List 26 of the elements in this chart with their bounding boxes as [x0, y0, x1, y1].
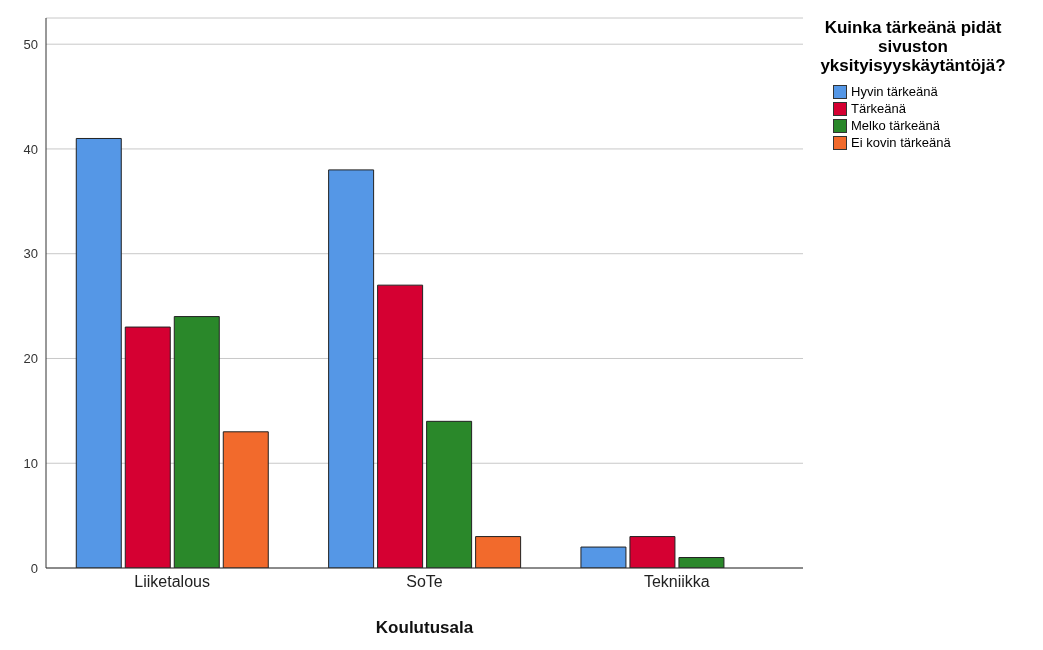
y-tick-label: 30 [23, 246, 38, 262]
y-tick-label: 40 [23, 141, 38, 157]
bar [124, 326, 171, 568]
bar [678, 557, 725, 568]
x-tick-label: Tekniikka [643, 573, 710, 591]
legend-title: Kuinka tärkeänä pidät sivuston yksityisyyskäytäntöjä? [819, 18, 1007, 75]
y-tick-label: 10 [23, 455, 38, 471]
bar [475, 536, 522, 568]
bar [173, 316, 220, 568]
legend-label: Ei kovin tärkeänä [851, 135, 951, 150]
y-tick-label: 0 [30, 560, 38, 576]
bar [580, 546, 627, 568]
bar [426, 420, 473, 568]
legend-label: Hyvin tärkeänä [851, 84, 938, 99]
x-tick-label: Liiketalous [134, 573, 210, 591]
legend-label: Tärkeänä [851, 101, 906, 116]
x-tick-label: SoTe [406, 573, 443, 591]
legend-label: Melko tärkeänä [851, 118, 940, 133]
bar [222, 431, 269, 568]
bar [328, 169, 375, 568]
x-axis-title: Koulutusala [375, 618, 474, 637]
bar [377, 284, 424, 568]
bar [629, 536, 676, 568]
y-tick-label: 20 [23, 351, 38, 367]
bar [75, 137, 122, 568]
y-tick-label: 50 [23, 36, 38, 52]
